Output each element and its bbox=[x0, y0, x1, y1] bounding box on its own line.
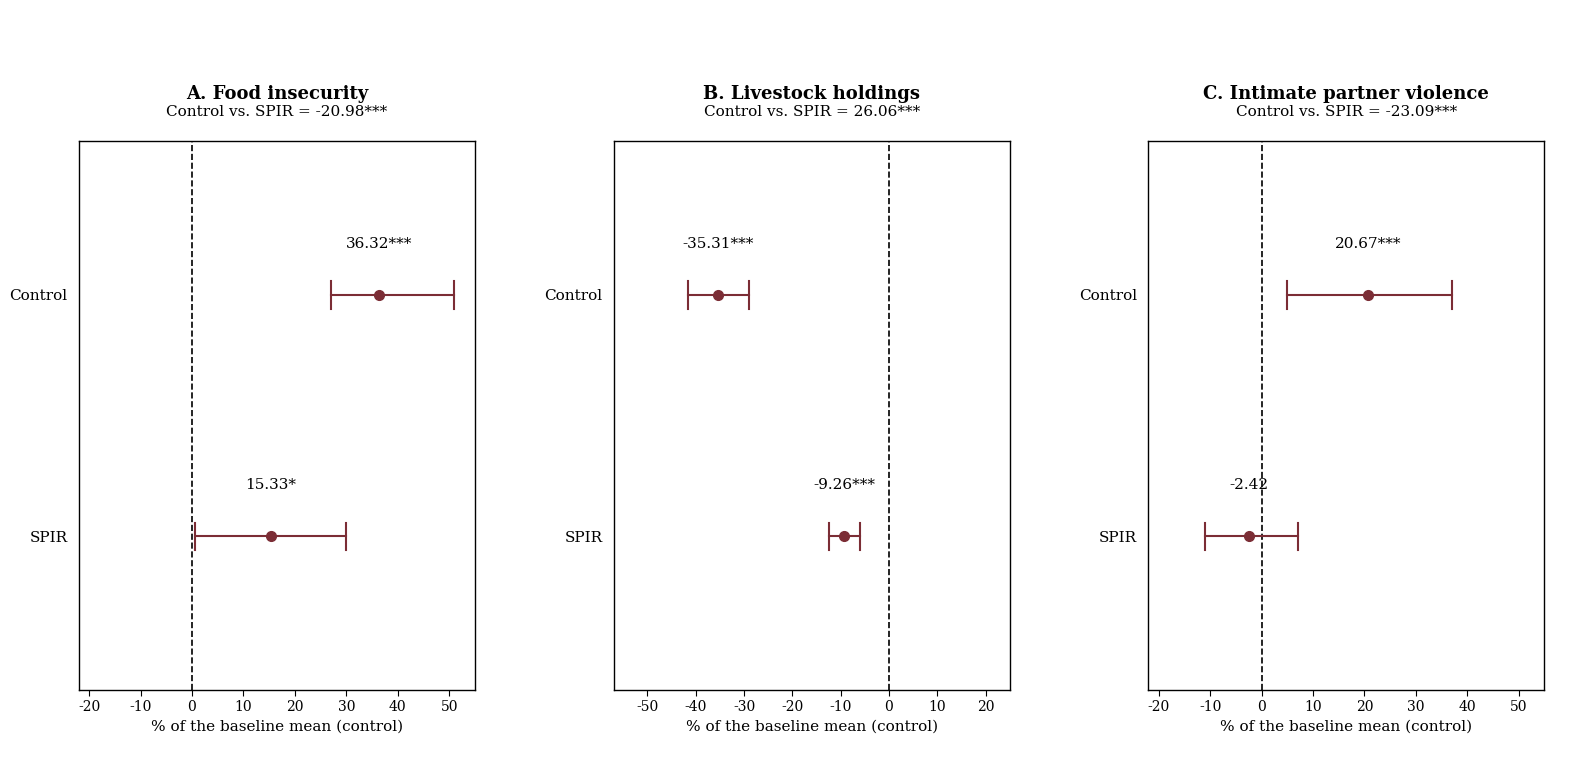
Text: -35.31***: -35.31*** bbox=[682, 237, 753, 251]
Text: 20.67***: 20.67*** bbox=[1335, 237, 1401, 251]
Text: -9.26***: -9.26*** bbox=[813, 478, 875, 492]
Text: Control vs. SPIR = 26.06***: Control vs. SPIR = 26.06*** bbox=[703, 105, 920, 119]
X-axis label: % of the baseline mean (control): % of the baseline mean (control) bbox=[151, 720, 403, 734]
Text: 15.33*: 15.33* bbox=[246, 478, 296, 492]
Text: -2.42: -2.42 bbox=[1229, 478, 1269, 492]
Text: 36.32***: 36.32*** bbox=[345, 237, 411, 251]
Text: Control vs. SPIR = -23.09***: Control vs. SPIR = -23.09*** bbox=[1236, 105, 1458, 119]
Title: C. Intimate partner violence: C. Intimate partner violence bbox=[1204, 85, 1489, 103]
Title: A. Food insecurity: A. Food insecurity bbox=[186, 85, 367, 103]
X-axis label: % of the baseline mean (control): % of the baseline mean (control) bbox=[1220, 720, 1472, 734]
Title: B. Livestock holdings: B. Livestock holdings bbox=[703, 85, 920, 103]
Text: Control vs. SPIR = -20.98***: Control vs. SPIR = -20.98*** bbox=[165, 105, 388, 119]
X-axis label: % of the baseline mean (control): % of the baseline mean (control) bbox=[686, 720, 938, 734]
